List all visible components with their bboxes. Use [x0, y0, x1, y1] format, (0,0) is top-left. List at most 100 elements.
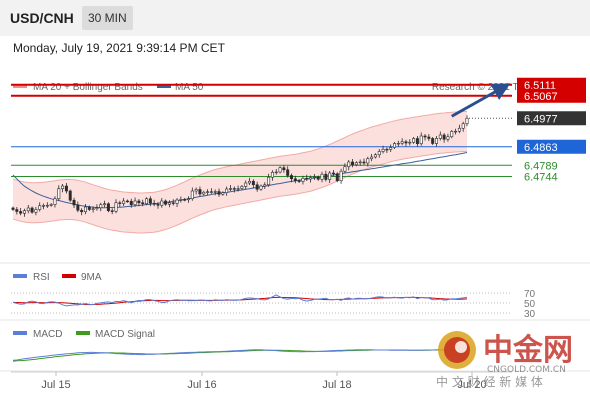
candle-body — [312, 176, 316, 179]
candle-body — [114, 202, 118, 212]
chart-header: USD/CNH 30 MIN — [0, 0, 590, 36]
macd-line — [12, 348, 468, 361]
candle-body — [22, 210, 26, 214]
candle-body — [438, 134, 442, 139]
candle-body — [373, 154, 377, 158]
legend-swatch-9ma — [62, 274, 76, 278]
candle-body — [213, 191, 217, 193]
level-label-support: 6.4789 — [524, 160, 558, 172]
candle-body — [167, 202, 171, 205]
candle-body — [370, 156, 374, 160]
candle-body — [457, 127, 461, 132]
x-tick-label: Jul 20 — [457, 379, 486, 391]
candle-body — [57, 188, 61, 200]
candle-body — [91, 208, 95, 210]
legend-label-9ma: 9MA — [81, 272, 102, 283]
candle-body — [251, 180, 255, 186]
candle-body — [30, 207, 34, 213]
level-label-text: 6.4863 — [524, 142, 558, 154]
candle-body — [19, 211, 23, 214]
candle-body — [45, 204, 49, 207]
candle-body — [53, 198, 57, 205]
candle-body — [328, 172, 332, 180]
price-levels — [11, 83, 512, 177]
candle-body — [324, 173, 328, 180]
legend-swatch-ma50 — [157, 84, 171, 88]
candle-body — [434, 138, 438, 144]
candle-body — [42, 205, 46, 207]
forecast-arrow — [451, 83, 511, 118]
symbol-title: USD/CNH — [10, 10, 74, 26]
candle-body — [152, 202, 156, 205]
candle-body — [187, 198, 190, 201]
candle-body — [228, 188, 232, 190]
candle-body — [225, 188, 229, 194]
candle-body — [11, 207, 15, 210]
x-tick-label: Jul 18 — [322, 379, 351, 391]
candle-body — [76, 204, 80, 211]
candle-body — [366, 158, 370, 164]
candle-body — [72, 199, 76, 206]
candle-body — [354, 162, 358, 166]
candle-body — [286, 169, 290, 176]
legend-swatch-macd — [13, 331, 27, 335]
candle-body — [301, 177, 305, 182]
candle-body — [122, 200, 126, 204]
candle-body — [393, 143, 396, 148]
candle-body — [209, 191, 213, 193]
candle-body — [141, 202, 145, 205]
x-tick-label: Jul 15 — [41, 379, 70, 391]
candle-body — [148, 198, 152, 204]
level-label-text: 6.4977 — [524, 113, 558, 125]
candle-body — [125, 200, 129, 203]
candle-body — [415, 138, 419, 145]
candle-body — [305, 177, 309, 180]
interval-button[interactable]: 30 MIN — [82, 6, 133, 30]
level-label-box — [517, 88, 586, 103]
candle-body — [99, 204, 103, 209]
candle-body — [87, 206, 91, 210]
candle-body — [194, 189, 198, 192]
candle-body — [351, 161, 355, 166]
candle-body — [404, 141, 408, 144]
candle-body — [282, 167, 286, 171]
bollinger-upper-line — [12, 111, 467, 194]
candle-body — [335, 173, 339, 182]
legend-label-macd: MACD — [33, 329, 62, 340]
candle-body — [106, 203, 110, 212]
level-label-text: 6.5067 — [524, 91, 558, 103]
bollinger-band — [12, 111, 467, 234]
level-label-resistance: 6.5067 — [517, 88, 586, 103]
candle-body — [221, 192, 225, 195]
candle-body — [118, 202, 122, 204]
candle-body — [15, 209, 19, 212]
candle-body — [263, 184, 267, 187]
candle-body — [293, 178, 297, 182]
candle-body — [358, 161, 362, 164]
candle-body — [278, 167, 282, 173]
candle-body — [198, 189, 202, 195]
rsi-tick-label: 50 — [524, 299, 536, 310]
candle-body — [442, 134, 446, 140]
candle-body — [385, 148, 389, 151]
candle-body — [110, 210, 114, 212]
candle-body — [49, 204, 53, 206]
candle-body — [103, 203, 107, 206]
candle-body — [240, 186, 244, 189]
candle-body — [164, 200, 168, 205]
forecast-arrow-line — [451, 83, 511, 118]
x-tick-label: Jul 16 — [187, 379, 216, 391]
candle-body — [343, 166, 347, 172]
level-label-box — [517, 77, 586, 92]
candle-body — [431, 138, 435, 144]
x-axis: Jul 15 Jul 16 Jul 18 Jul 20 — [11, 371, 512, 391]
candle-body — [316, 176, 320, 180]
bollinger-lower-line — [12, 151, 467, 234]
level-label-box — [517, 111, 586, 126]
candle-body — [190, 190, 194, 200]
candle-body — [450, 131, 454, 138]
candle-body — [454, 130, 458, 133]
candle-body — [362, 161, 366, 164]
